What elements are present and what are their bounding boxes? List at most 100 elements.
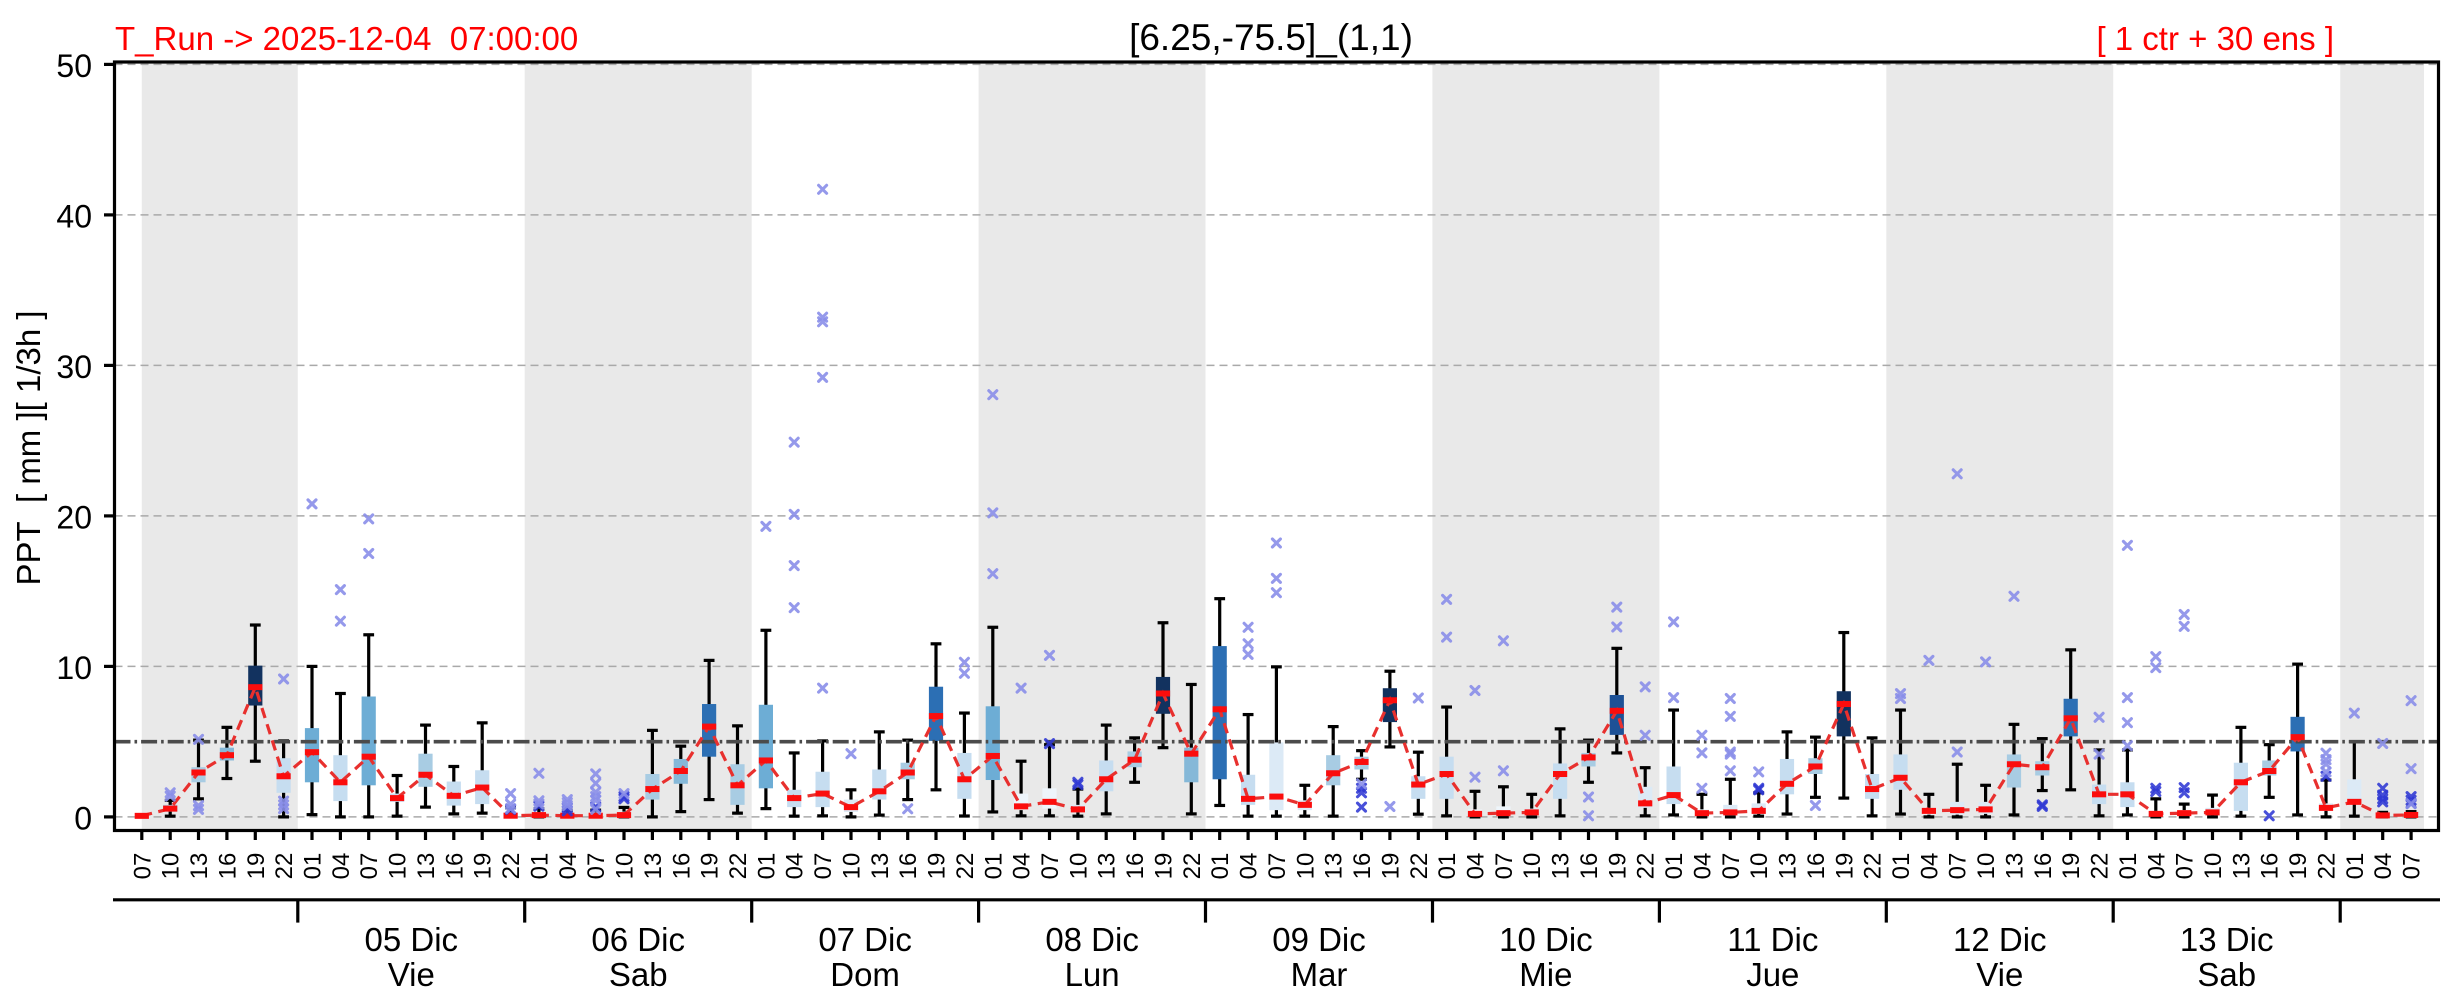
svg-text:22: 22 (2314, 853, 2341, 880)
svg-text:04: 04 (1009, 853, 1036, 880)
svg-text:04: 04 (1236, 853, 1263, 880)
svg-text:13 Dic: 13 Dic (2180, 921, 2274, 958)
svg-text:10: 10 (1519, 853, 1546, 880)
svg-text:50: 50 (56, 48, 92, 84)
svg-text:16: 16 (1803, 853, 1830, 880)
svg-text:16: 16 (214, 853, 241, 880)
svg-text:07: 07 (1264, 853, 1291, 880)
svg-text:19: 19 (2058, 853, 2085, 880)
svg-text:30: 30 (56, 349, 92, 385)
svg-text:13: 13 (186, 853, 213, 880)
svg-text:[6.25,-75.5]_(1,1): [6.25,-75.5]_(1,1) (1129, 17, 1413, 58)
svg-text:19: 19 (1151, 853, 1178, 880)
svg-text:10: 10 (1065, 853, 1092, 880)
svg-text:10: 10 (612, 853, 639, 880)
svg-text:16: 16 (668, 853, 695, 880)
svg-text:07: 07 (1037, 853, 1064, 880)
svg-text:19: 19 (697, 853, 724, 880)
svg-text:16: 16 (2257, 853, 2284, 880)
svg-text:10: 10 (2200, 853, 2227, 880)
svg-text:13: 13 (1775, 853, 1802, 880)
svg-text:10 Dic: 10 Dic (1499, 921, 1593, 958)
svg-text:19: 19 (243, 853, 270, 880)
svg-text:08 Dic: 08 Dic (1045, 921, 1139, 958)
svg-text:16: 16 (1122, 853, 1149, 880)
svg-text:07: 07 (1945, 853, 1972, 880)
svg-text:22: 22 (1179, 853, 1206, 880)
svg-text:04: 04 (2370, 853, 2397, 880)
svg-text:20: 20 (56, 499, 92, 535)
svg-text:04: 04 (782, 853, 809, 880)
svg-text:19: 19 (1831, 853, 1858, 880)
svg-text:13: 13 (413, 853, 440, 880)
svg-text:22: 22 (725, 853, 752, 880)
svg-text:04: 04 (2143, 853, 2170, 880)
svg-text:19: 19 (924, 853, 951, 880)
svg-text:07: 07 (1491, 853, 1518, 880)
svg-text:16: 16 (895, 853, 922, 880)
svg-text:10: 10 (158, 853, 185, 880)
svg-text:13: 13 (867, 853, 894, 880)
svg-text:07: 07 (129, 853, 156, 880)
svg-text:09 Dic: 09 Dic (1272, 921, 1366, 958)
svg-text:Sab: Sab (609, 956, 668, 993)
svg-text:16: 16 (441, 853, 468, 880)
svg-text:10: 10 (1746, 853, 1773, 880)
svg-text:12 Dic: 12 Dic (1953, 921, 2047, 958)
svg-text:Dom: Dom (830, 956, 900, 993)
svg-text:19: 19 (2285, 853, 2312, 880)
svg-text:04: 04 (555, 853, 582, 880)
svg-text:Lun: Lun (1065, 956, 1120, 993)
svg-text:PPT [ mm ][ 1/3h ]: PPT [ mm ][ 1/3h ] (10, 310, 47, 585)
svg-text:T_Run -> 2025-12-04 07:00:00: T_Run -> 2025-12-04 07:00:00 (115, 20, 578, 57)
svg-text:13: 13 (2002, 853, 2029, 880)
svg-text:19: 19 (1377, 853, 1404, 880)
svg-text:10: 10 (1292, 853, 1319, 880)
svg-text:04: 04 (1689, 853, 1716, 880)
svg-text:19: 19 (1604, 853, 1631, 880)
svg-text:22: 22 (1860, 853, 1887, 880)
svg-text:05 Dic: 05 Dic (365, 921, 459, 958)
svg-text:01: 01 (300, 853, 327, 880)
svg-text:22: 22 (271, 853, 298, 880)
svg-text:0: 0 (74, 800, 92, 836)
svg-text:07: 07 (1718, 853, 1745, 880)
svg-text:01: 01 (526, 853, 553, 880)
svg-text:07: 07 (583, 853, 610, 880)
svg-text:16: 16 (1576, 853, 1603, 880)
svg-text:11 Dic: 11 Dic (1727, 921, 1818, 958)
svg-text:01: 01 (980, 853, 1007, 880)
svg-text:07: 07 (2172, 853, 2199, 880)
svg-text:40: 40 (56, 198, 92, 234)
svg-text:Mar: Mar (1291, 956, 1348, 993)
svg-text:10: 10 (385, 853, 412, 880)
svg-text:Sab: Sab (2197, 956, 2256, 993)
svg-text:22: 22 (498, 853, 525, 880)
svg-text:16: 16 (1349, 853, 1376, 880)
svg-text:07: 07 (810, 853, 837, 880)
svg-text:13: 13 (1321, 853, 1348, 880)
svg-text:13: 13 (1548, 853, 1575, 880)
svg-text:[ 1 ctr + 30 ens ]: [ 1 ctr + 30 ens ] (2096, 20, 2334, 57)
svg-text:04: 04 (1916, 853, 1943, 880)
svg-text:01: 01 (1661, 853, 1688, 880)
svg-text:07: 07 (2399, 853, 2426, 880)
svg-text:16: 16 (2030, 853, 2057, 880)
svg-text:Vie: Vie (388, 956, 435, 993)
svg-text:04: 04 (1463, 853, 1490, 880)
svg-text:10: 10 (1973, 853, 2000, 880)
svg-text:01: 01 (2342, 853, 2369, 880)
svg-text:13: 13 (640, 853, 667, 880)
svg-text:19: 19 (470, 853, 497, 880)
svg-text:01: 01 (1434, 853, 1461, 880)
svg-text:22: 22 (1406, 853, 1433, 880)
svg-text:13: 13 (1094, 853, 1121, 880)
svg-text:07 Dic: 07 Dic (818, 921, 912, 958)
svg-text:01: 01 (1207, 853, 1234, 880)
svg-text:10: 10 (839, 853, 866, 880)
svg-text:01: 01 (2115, 853, 2142, 880)
svg-text:22: 22 (1633, 853, 1660, 880)
svg-text:01: 01 (1888, 853, 1915, 880)
svg-text:04: 04 (328, 853, 355, 880)
svg-text:22: 22 (952, 853, 979, 880)
